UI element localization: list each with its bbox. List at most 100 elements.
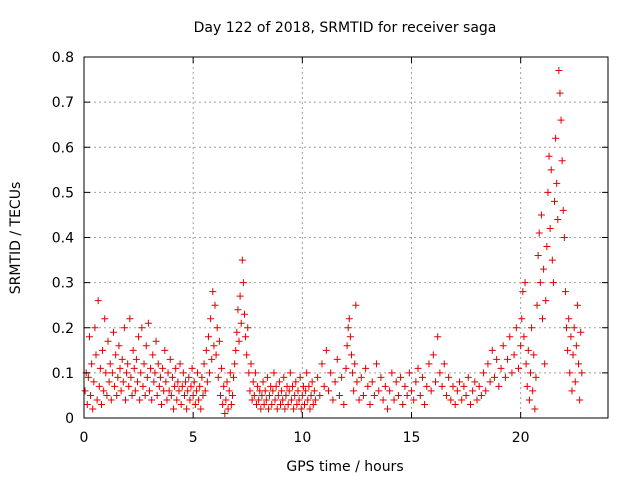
data-point [95, 382, 103, 390]
y-tick-label: 0.8 [52, 50, 74, 66]
x-axis-label: GPS time / hours [286, 459, 403, 475]
data-point [202, 346, 210, 354]
data-point [534, 252, 542, 260]
data-point [112, 351, 120, 359]
data-point [304, 396, 312, 404]
data-point [221, 409, 229, 417]
data-point [497, 364, 505, 372]
data-point [198, 373, 206, 381]
y-tick-label: 0.1 [52, 366, 74, 382]
data-point [495, 382, 503, 390]
data-point [564, 346, 572, 354]
data-point [523, 382, 531, 390]
data-point [514, 364, 522, 372]
x-tick-label: 15 [403, 430, 421, 446]
data-point [557, 116, 565, 124]
data-point [577, 328, 585, 336]
data-point [255, 396, 263, 404]
data-point [425, 360, 433, 368]
data-point [532, 373, 540, 381]
data-point [414, 364, 422, 372]
data-point [242, 333, 250, 341]
data-point [219, 400, 227, 408]
data-point [429, 351, 437, 359]
data-point [125, 382, 133, 390]
data-point [278, 387, 286, 395]
data-point [298, 391, 306, 399]
data-point [572, 342, 580, 350]
data-point [561, 288, 569, 296]
data-point [210, 342, 218, 350]
data-point [287, 396, 295, 404]
data-point [554, 215, 562, 223]
data-point [549, 279, 557, 287]
data-point [553, 179, 561, 187]
data-point [335, 391, 343, 399]
data-point [237, 319, 245, 327]
data-point [517, 342, 525, 350]
data-point [325, 387, 333, 395]
data-point [291, 391, 299, 399]
x-tick-label: 5 [189, 430, 198, 446]
data-point [266, 391, 274, 399]
data-point [116, 364, 124, 372]
data-point [85, 333, 93, 341]
data-point [462, 391, 470, 399]
data-point [194, 369, 202, 377]
data-point [156, 373, 164, 381]
data-point [269, 387, 277, 395]
data-point [453, 387, 461, 395]
data-point [568, 387, 576, 395]
data-point [466, 400, 474, 408]
data-point [546, 224, 554, 232]
data-point [386, 387, 394, 395]
data-point [547, 166, 555, 174]
data-point [182, 378, 190, 386]
data-point [161, 346, 169, 354]
data-point [535, 229, 543, 237]
data-point [286, 369, 294, 377]
data-point [152, 337, 160, 345]
data-point [359, 391, 367, 399]
data-point [423, 382, 431, 390]
data-point [100, 387, 108, 395]
data-point [342, 364, 350, 372]
data-point [196, 382, 204, 390]
data-point [274, 391, 282, 399]
data-point [159, 364, 167, 372]
data-point [272, 382, 280, 390]
data-point [195, 396, 203, 404]
data-point [140, 360, 148, 368]
data-point [570, 324, 578, 332]
data-point [238, 256, 246, 264]
data-point [216, 391, 224, 399]
data-point [150, 378, 158, 386]
data-point [451, 400, 459, 408]
data-point [259, 378, 267, 386]
data-point [565, 315, 573, 323]
data-point [190, 378, 198, 386]
data-point [90, 378, 98, 386]
data-point [128, 391, 136, 399]
data-point [482, 387, 490, 395]
data-point [536, 279, 544, 287]
data-point [540, 265, 548, 273]
data-point [545, 152, 553, 160]
data-point [225, 387, 233, 395]
data-point [375, 387, 383, 395]
data-point [486, 378, 494, 386]
data-point [368, 378, 376, 386]
data-point [351, 360, 359, 368]
data-point [203, 378, 211, 386]
data-point [555, 67, 563, 75]
chart-title: Day 122 of 2018, SRMTID for receiver sag… [194, 20, 497, 36]
ticks: 0 0.1 0.2 0.3 0.4 0.5 0.6 0.7 0.8 0 5 10 15 20 [52, 50, 608, 446]
data-point [390, 396, 398, 404]
data-point [144, 319, 152, 327]
data-point [551, 197, 559, 205]
data-point [307, 391, 315, 399]
data-point [293, 400, 301, 408]
data-point [271, 396, 279, 404]
data-point [88, 360, 96, 368]
data-point [120, 324, 128, 332]
